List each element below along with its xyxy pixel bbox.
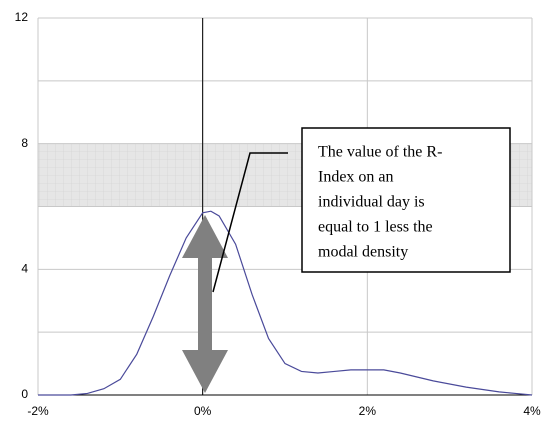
double-arrow: [182, 215, 228, 393]
x-tick-label: -2%: [27, 404, 49, 418]
annotation-text: The value of the R-: [318, 144, 442, 161]
density-line: [38, 210, 533, 396]
annotation-text: equal to 1 less the: [318, 219, 433, 236]
y-tick-label: 4: [21, 262, 28, 276]
y-tick-label: 8: [21, 136, 28, 150]
x-tick-label: 2%: [359, 404, 377, 418]
y-tick-label: 0: [21, 387, 28, 401]
annotation-text: Index on an: [318, 169, 394, 186]
annotation-text: individual day is: [318, 194, 425, 211]
y-tick-label: 12: [15, 10, 29, 24]
callout-line: [212, 152, 288, 293]
annotation-text: modal density: [318, 244, 408, 261]
x-tick-label: 4%: [523, 404, 541, 418]
x-tick-label: 0%: [194, 404, 212, 418]
annotation-box: [301, 127, 511, 273]
